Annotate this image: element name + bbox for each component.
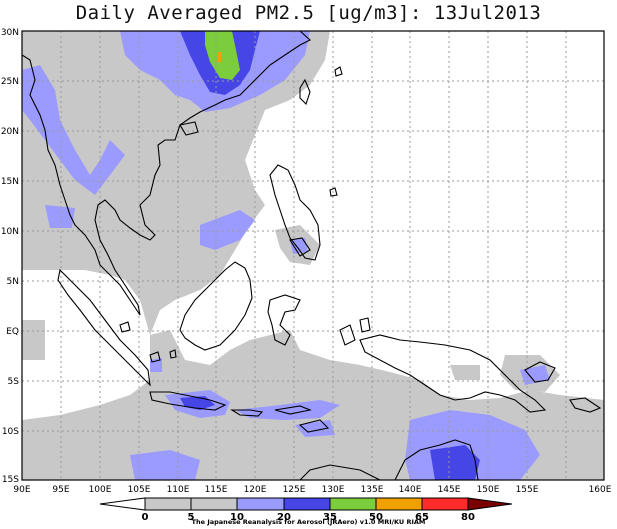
coastlines bbox=[22, 31, 602, 480]
lon-label: 150E bbox=[477, 485, 500, 495]
colorbar-segment bbox=[329, 497, 377, 511]
lon-label: 160E bbox=[589, 485, 612, 495]
lon-label: 115E bbox=[205, 485, 228, 495]
lat-label: 25N bbox=[1, 77, 19, 87]
colorbar-segment bbox=[467, 497, 513, 511]
colorbar-label: 5 bbox=[188, 512, 195, 523]
lon-label: 95E bbox=[52, 485, 69, 495]
lon-label: 135E bbox=[361, 485, 384, 495]
lon-label: 90E bbox=[13, 485, 30, 495]
colorbar-label: 50 bbox=[369, 512, 383, 523]
colorbar-label: 10 bbox=[230, 512, 244, 523]
colorbar-segment bbox=[283, 497, 331, 511]
lon-label: 110E bbox=[167, 485, 190, 495]
lon-label: 125E bbox=[283, 485, 306, 495]
colorbar-segment bbox=[375, 497, 423, 511]
colorbar-segment bbox=[99, 497, 146, 511]
latitude-labels: 30N 25N 20N 15N 10N 5N EQ 5S 10S 15S bbox=[1, 28, 19, 485]
pm25-level-35-50 bbox=[205, 31, 240, 80]
map-frame bbox=[21, 30, 605, 481]
lat-label: 30N bbox=[1, 28, 19, 38]
lon-label: 145E bbox=[438, 485, 461, 495]
map-title: Daily Averaged PM2.5 [ug/m3]: 13Jul2013 bbox=[75, 2, 542, 24]
colorbar-label: 80 bbox=[461, 512, 475, 523]
lat-label: EQ bbox=[6, 327, 19, 337]
lat-label: 5S bbox=[8, 377, 20, 387]
lat-label: 15N bbox=[1, 177, 19, 187]
lon-label: 155E bbox=[516, 485, 539, 495]
colorbar-label: 20 bbox=[277, 512, 291, 523]
colorbar-segment bbox=[190, 497, 238, 511]
lon-label: 130E bbox=[322, 485, 345, 495]
lon-label: 100E bbox=[89, 485, 112, 495]
longitude-labels: 90E 95E 100E 105E 110E 115E 120E 125E 13… bbox=[13, 485, 611, 495]
credit-line: The Japanese Reanalysis for Aerosol (JRA… bbox=[191, 518, 426, 526]
colorbar-labels: 0 5 10 20 35 50 65 80 bbox=[142, 512, 475, 523]
lon-label: 140E bbox=[399, 485, 422, 495]
pm25-level-50-65 bbox=[217, 52, 221, 62]
colorbar-segment bbox=[421, 497, 469, 511]
colorbar bbox=[99, 497, 513, 511]
lat-label: 15S bbox=[2, 475, 19, 485]
lon-label: 120E bbox=[244, 485, 267, 495]
colorbar-segment bbox=[144, 497, 192, 511]
colorbar-segment bbox=[236, 497, 285, 511]
colorbar-label: 0 bbox=[142, 512, 149, 523]
lat-label: 20N bbox=[1, 127, 19, 137]
lat-label: 10S bbox=[2, 427, 19, 437]
colorbar-label: 65 bbox=[415, 512, 429, 523]
lon-label: 105E bbox=[128, 485, 151, 495]
lat-label: 5N bbox=[7, 277, 19, 287]
colorbar-label: 35 bbox=[323, 512, 337, 523]
lat-label: 10N bbox=[1, 227, 19, 237]
